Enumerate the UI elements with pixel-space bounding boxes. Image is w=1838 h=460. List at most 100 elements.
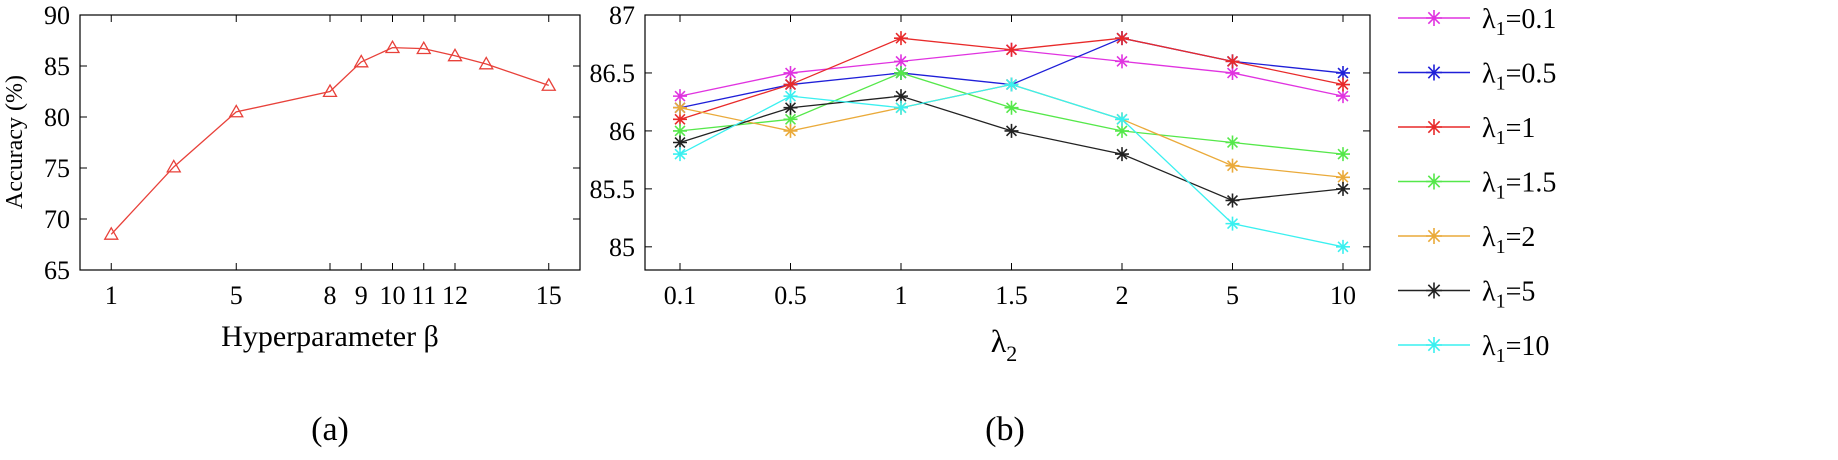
legend-label-value: =1.5 [1506,168,1557,199]
panel-b-y-ticks: 85 85.5 86 86.5 87 [590,1,1370,262]
legend-label-value: =5 [1506,277,1536,308]
panel-b-data-point [1336,170,1350,185]
legend-label-subscript: 1 [1496,182,1506,204]
legend-label-symbol: λ [1482,113,1496,144]
legend-label-subscript: 1 [1496,127,1506,149]
legend-label: λ1=2 [1482,222,1535,258]
panel-b-data-point [1336,89,1350,104]
panel-a-x-tick-label: 11 [411,281,436,310]
panel-a-x-tick-label: 8 [324,281,337,310]
panel-b-data-point [673,89,687,104]
legend-swatch-marker [1426,173,1442,190]
panel-a-y-tick-label: 70 [44,205,70,234]
panel-b-data-point [673,135,687,150]
legend-label: λ1=10 [1482,331,1549,367]
legend-label: λ1=0.1 [1482,4,1556,40]
panel-b-y-tick-label: 85 [609,233,635,262]
panel-a-data-point [384,39,401,54]
legend-label-value: =2 [1506,222,1536,253]
panel-a-data-point [416,40,432,55]
panel-b-data-point [894,31,908,46]
legend-item: λ1=0.5 [1398,59,1556,95]
legend-label: λ1=5 [1482,277,1535,313]
panel-b-legend: λ1=0.1λ1=0.5λ1=1λ1=1.5λ1=2λ1=5λ1=10 [1398,4,1556,367]
panel-b-data-point [673,112,687,127]
panel-a-series [103,39,557,240]
legend-label-subscript: 1 [1496,236,1506,258]
panel-b-series-6 [673,77,1350,254]
panel-b-y-tick-label: 87 [609,1,635,30]
panel-b-x-axis-symbol: λ [991,323,1007,359]
panel-b-x-tick-label: 0.5 [774,281,807,310]
panel-b-x-tick-label: 1.5 [995,281,1028,310]
legend-item: λ1=5 [1398,277,1535,313]
panel-b-series-3 [673,65,1350,162]
panel-b-x-axis-subscript: 2 [1006,341,1017,366]
legend-label: λ1=0.5 [1482,59,1556,95]
legend-label-symbol: λ [1482,59,1496,90]
legend-swatch-marker [1426,337,1442,353]
panel-a-y-axis-label: Accuracy (%) [2,75,28,209]
legend-label-subscript: 1 [1496,73,1506,95]
legend-label-value: =10 [1506,331,1550,362]
panel-b-data-point [894,65,908,80]
panel-a-x-tick-label: 12 [442,281,468,310]
panel-a-data-point [541,77,557,91]
legend-swatch-marker [1426,10,1442,26]
panel-b-x-tick-label: 1 [895,281,908,310]
panel-b-data-point [1225,158,1240,173]
legend-label-symbol: λ [1482,168,1496,199]
legend-label-symbol: λ [1482,4,1496,35]
panel-a-caption: (a) [311,411,349,448]
panel-a-y-ticks: 65 70 75 80 85 90 [44,1,580,285]
legend-swatch-marker [1426,228,1442,244]
legend-swatch-marker [1426,119,1442,135]
legend-label: λ1=1.5 [1482,168,1556,204]
panel-b-x-tick-label: 10 [1330,281,1356,310]
panel-b-data-point [1115,54,1129,69]
panel-b-series [673,31,1350,254]
panel-a-data-point [447,47,463,62]
legend-label-value: =0.1 [1506,4,1557,35]
legend-item: λ1=0.1 [1398,4,1556,40]
legend-item: λ1=2 [1398,222,1535,258]
legend-label-symbol: λ [1482,277,1496,308]
panel-a-y-tick-label: 75 [44,154,70,183]
panel-b-data-point [1336,77,1350,92]
panel-b-x-tick-label: 2 [1116,281,1129,310]
panel-a-data-point [353,54,369,68]
panel-a-x-axis-label: Hyperparameter β [221,320,439,353]
panel-b-y-tick-label: 85.5 [590,175,636,204]
panel-a-data-point [166,159,182,173]
panel-a-plot-frame [79,14,581,271]
panel-b-data-point [1115,123,1129,138]
legend-label-value: =0.5 [1506,59,1557,90]
panel-b-data-point [783,112,798,127]
panel-b-data-point [673,147,687,162]
panel-b-y-tick-label: 86 [609,117,635,146]
panel-b-data-point [1004,100,1019,115]
legend-label: λ1=1 [1482,113,1535,149]
panel-b-caption: (b) [985,411,1025,448]
legend-swatch-marker [1426,64,1442,81]
legend-label-value: =1 [1506,113,1536,144]
panel-a-x-tick-label: 1 [105,281,118,310]
panel-b-data-point [783,77,798,92]
panel-a-y-tick-label: 85 [44,52,70,81]
panel-b-plot-frame [644,14,1371,271]
panel-b-x-tick-label: 5 [1226,281,1239,310]
panel-b-data-point [894,100,908,115]
panel-b-x-axis-label: λ2 [991,323,1018,366]
panel-b-data-point [1004,123,1019,138]
legend-swatch-marker [1426,282,1442,299]
legend-item: λ1=1.5 [1398,168,1556,204]
panel-b-data-point [1225,216,1240,231]
panel-b-data-point [1115,112,1129,127]
panel-a-y-tick-label: 65 [44,256,70,285]
panel-a-x-tick-label: 5 [230,281,243,310]
panel-a-x-tick-label: 9 [355,281,368,310]
panel-b-data-point [1225,54,1240,69]
legend-item: λ1=10 [1398,331,1549,367]
